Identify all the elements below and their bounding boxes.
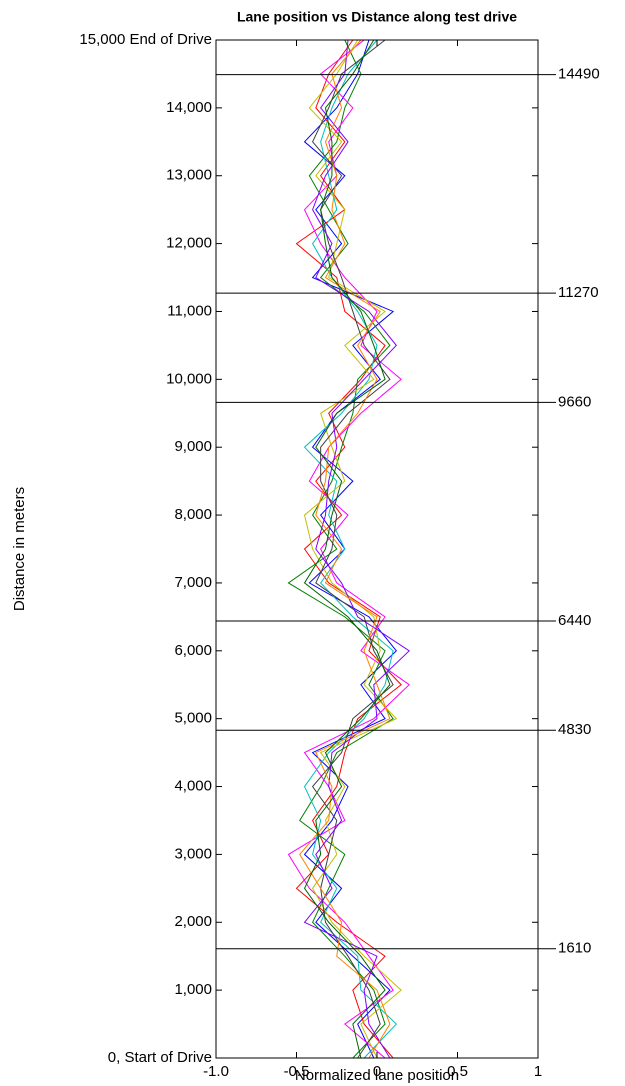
- y-tick-label: 7,000: [174, 574, 212, 591]
- y-tick-label: 3,000: [174, 845, 212, 862]
- series-line: [303, 39, 410, 1059]
- y-tick-label: 5,000: [174, 710, 212, 727]
- reference-label: 1610: [558, 940, 591, 957]
- series-line: [303, 39, 402, 1059]
- y-tick-label: 0, Start of Drive: [108, 1049, 212, 1066]
- chart-title: Lane position vs Distance along test dri…: [237, 9, 517, 25]
- reference-label: 14490: [558, 66, 600, 83]
- x-tick-label: 0: [373, 1063, 381, 1080]
- series-line: [303, 39, 398, 1059]
- x-tick-label: -0.5: [284, 1063, 310, 1080]
- y-tick-label: 13,000: [166, 167, 212, 184]
- x-tick-label: 1: [534, 1063, 542, 1080]
- y-tick-label: 6,000: [174, 642, 212, 659]
- plot-frame: [215, 39, 539, 1059]
- x-axis-label: Normalized lane position: [295, 1067, 459, 1084]
- y-tick-label: 14,000: [166, 99, 212, 116]
- x-tick-label: -1.0: [203, 1063, 229, 1080]
- reference-label: 4830: [558, 721, 591, 738]
- reference-label: 11270: [558, 284, 599, 301]
- series-line: [311, 39, 394, 1059]
- series-line: [287, 39, 394, 1059]
- y-tick-label: 4,000: [174, 778, 212, 795]
- y-tick-label: 10,000: [166, 370, 212, 387]
- y-tick-label: 11,000: [167, 302, 212, 319]
- reference-label: 6440: [558, 612, 591, 629]
- series-line: [287, 39, 410, 1059]
- y-axis-label: Distance in meters: [11, 487, 28, 611]
- y-tick-label: 9,000: [174, 438, 212, 455]
- y-tick-label: 15,000 End of Drive: [79, 31, 212, 48]
- series-line: [299, 39, 391, 1059]
- y-tick-label: 1,000: [174, 981, 212, 998]
- y-tick-label: 8,000: [174, 506, 212, 523]
- series-line: [303, 39, 391, 1059]
- y-tick-label: 12,000: [166, 235, 212, 252]
- x-tick-label: 0.5: [447, 1063, 468, 1080]
- reference-label: 9660: [558, 393, 591, 410]
- y-tick-label: 2,000: [174, 913, 212, 930]
